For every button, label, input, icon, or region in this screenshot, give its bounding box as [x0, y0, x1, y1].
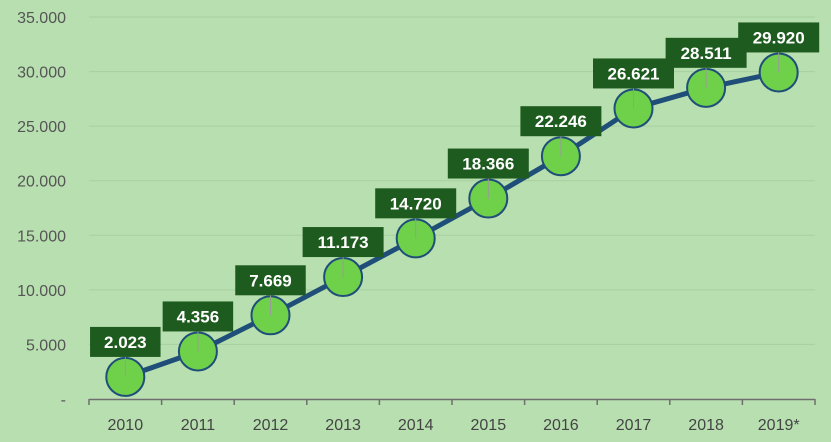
series-line	[122, 69, 782, 380]
data-label-box	[593, 58, 674, 89]
series-line-group	[122, 69, 782, 380]
data-label-group: 2.023 4.356 7.669 11.173 14.720 18.366 22.246 2…	[90, 22, 820, 377]
x-axis	[88, 398, 816, 405]
x-tick-label: 2019*	[758, 417, 800, 434]
y-tick-label: 15.000	[17, 228, 66, 245]
x-tick-label: 2014	[398, 417, 434, 434]
data-label-box	[162, 301, 234, 332]
y-tick-label: 5.000	[26, 337, 66, 354]
x-tick-label: 2018	[688, 417, 724, 434]
data-label-box	[665, 37, 747, 68]
x-tick-label: 2011	[181, 417, 216, 434]
x-tick-label: 2013	[325, 417, 361, 434]
data-label-box	[447, 148, 529, 179]
data-label: 11.173	[318, 233, 369, 252]
x-tick-label: 2016	[543, 417, 579, 434]
data-label: 2.023	[104, 333, 147, 352]
data-label-box	[520, 106, 602, 137]
data-label: 29.920	[753, 28, 805, 47]
data-label: 26.621	[608, 64, 660, 83]
data-label-box	[235, 265, 306, 296]
data-label: 22.246	[535, 112, 587, 131]
x-axis-tick-labels: 2010 2011 2012 2013 2014 2015 2016 2017 2018 2019…	[108, 417, 800, 434]
data-label-box	[90, 326, 161, 357]
data-label: 7.669	[249, 271, 292, 290]
y-tick-label: 35.000	[17, 10, 66, 27]
x-tick-label: 2015	[471, 417, 507, 434]
y-tick-label: 10.000	[17, 283, 66, 300]
y-tick-label: 30.000	[17, 65, 66, 82]
y-tick-label: 20.000	[17, 174, 66, 191]
data-label-box	[375, 188, 457, 219]
data-label: 18.366	[462, 155, 514, 174]
y-axis-tick-labels: - 5.000 10.000 15.000 20.000 25.000 30.000 35.0…	[17, 10, 66, 409]
x-tick-label: 2012	[253, 417, 289, 434]
y-tick-label: -	[61, 392, 66, 409]
x-tick-label: 2010	[108, 417, 144, 434]
data-label-box	[302, 227, 384, 258]
data-label: 28.511	[681, 44, 732, 63]
y-tick-label: 25.000	[17, 119, 66, 136]
data-label: 14.720	[390, 194, 442, 213]
data-label: 4.356	[177, 307, 220, 326]
x-tick-label: 2017	[616, 417, 652, 434]
data-label-box	[738, 22, 820, 53]
